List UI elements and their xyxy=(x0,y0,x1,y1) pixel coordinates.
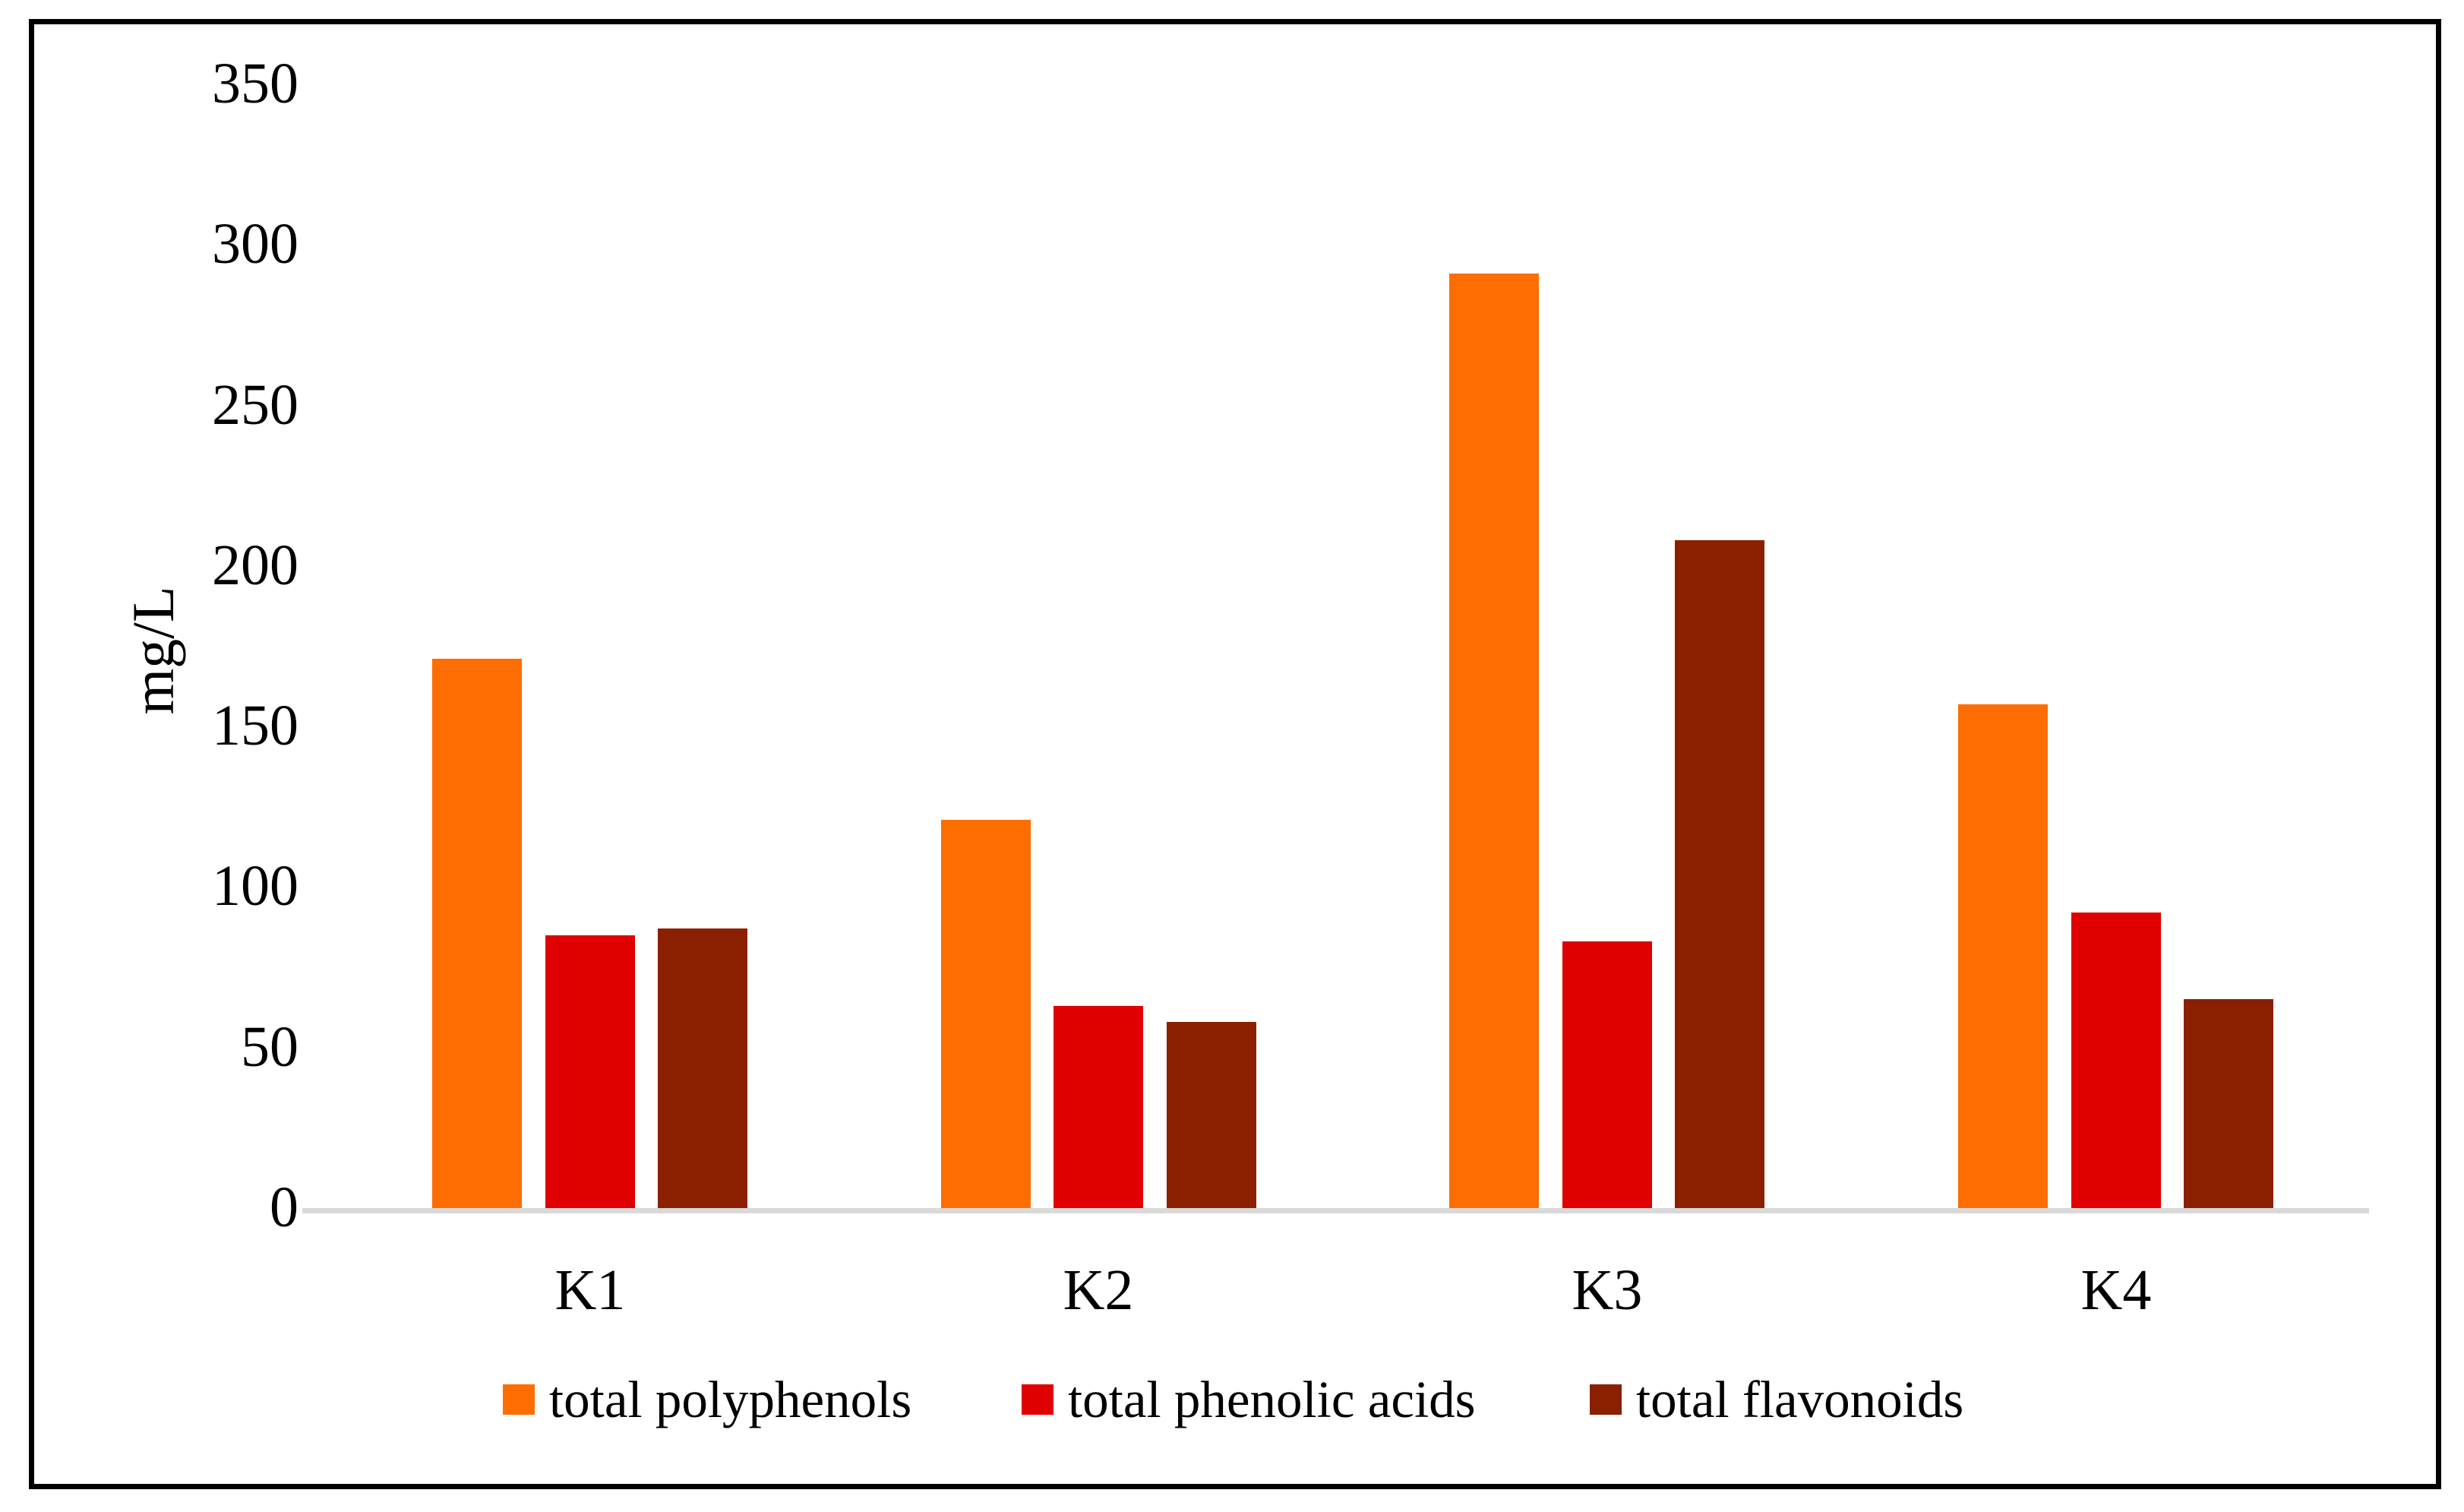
bar-k2-total-flavonoids xyxy=(1167,1022,1256,1208)
y-tick-label-300: 300 xyxy=(212,212,299,277)
bar-k1-total-flavonoids xyxy=(658,928,747,1208)
legend-item-total-flavonoids: total flavonoids xyxy=(1590,1371,1964,1428)
bar-k4-total-phenolic-acids xyxy=(2071,913,2161,1208)
legend-item-total-phenolic-acids: total phenolic acids xyxy=(1022,1371,1476,1428)
bar-k3-total-flavonoids xyxy=(1675,540,1764,1208)
y-tick-label-50: 50 xyxy=(241,1014,299,1079)
x-category-label-k2: K2 xyxy=(1063,1258,1134,1322)
bar-k3-total-phenolic-acids xyxy=(1562,941,1652,1208)
y-tick-label-250: 250 xyxy=(212,372,299,437)
x-category-label-k3: K3 xyxy=(1572,1258,1643,1322)
x-axis-baseline xyxy=(302,1208,2369,1213)
legend-label: total flavonoids xyxy=(1636,1371,1964,1428)
bar-k2-total-polyphenols xyxy=(941,820,1031,1208)
legend-swatch-icon xyxy=(1590,1384,1622,1415)
y-tick-label-100: 100 xyxy=(212,854,299,919)
x-category-label-k4: K4 xyxy=(2080,1258,2152,1322)
y-tick-label-200: 200 xyxy=(212,533,299,597)
bar-k4-total-flavonoids xyxy=(2184,999,2273,1208)
bar-k3-total-polyphenols xyxy=(1449,274,1539,1208)
legend-label: total polyphenols xyxy=(549,1371,912,1428)
legend-item-total-polyphenols: total polyphenols xyxy=(503,1371,912,1428)
bar-k4-total-polyphenols xyxy=(1958,704,2048,1208)
bar-k1-total-phenolic-acids xyxy=(545,935,635,1208)
bar-k2-total-phenolic-acids xyxy=(1054,1006,1143,1208)
y-tick-label-150: 150 xyxy=(212,694,299,758)
legend-swatch-icon xyxy=(1022,1384,1054,1415)
legend-swatch-icon xyxy=(503,1384,535,1415)
y-tick-label-350: 350 xyxy=(212,52,299,116)
legend-label: total phenolic acids xyxy=(1068,1371,1476,1428)
bar-k1-total-polyphenols xyxy=(432,659,522,1208)
y-tick-label-0: 0 xyxy=(270,1175,299,1240)
x-category-label-k1: K1 xyxy=(554,1258,626,1322)
